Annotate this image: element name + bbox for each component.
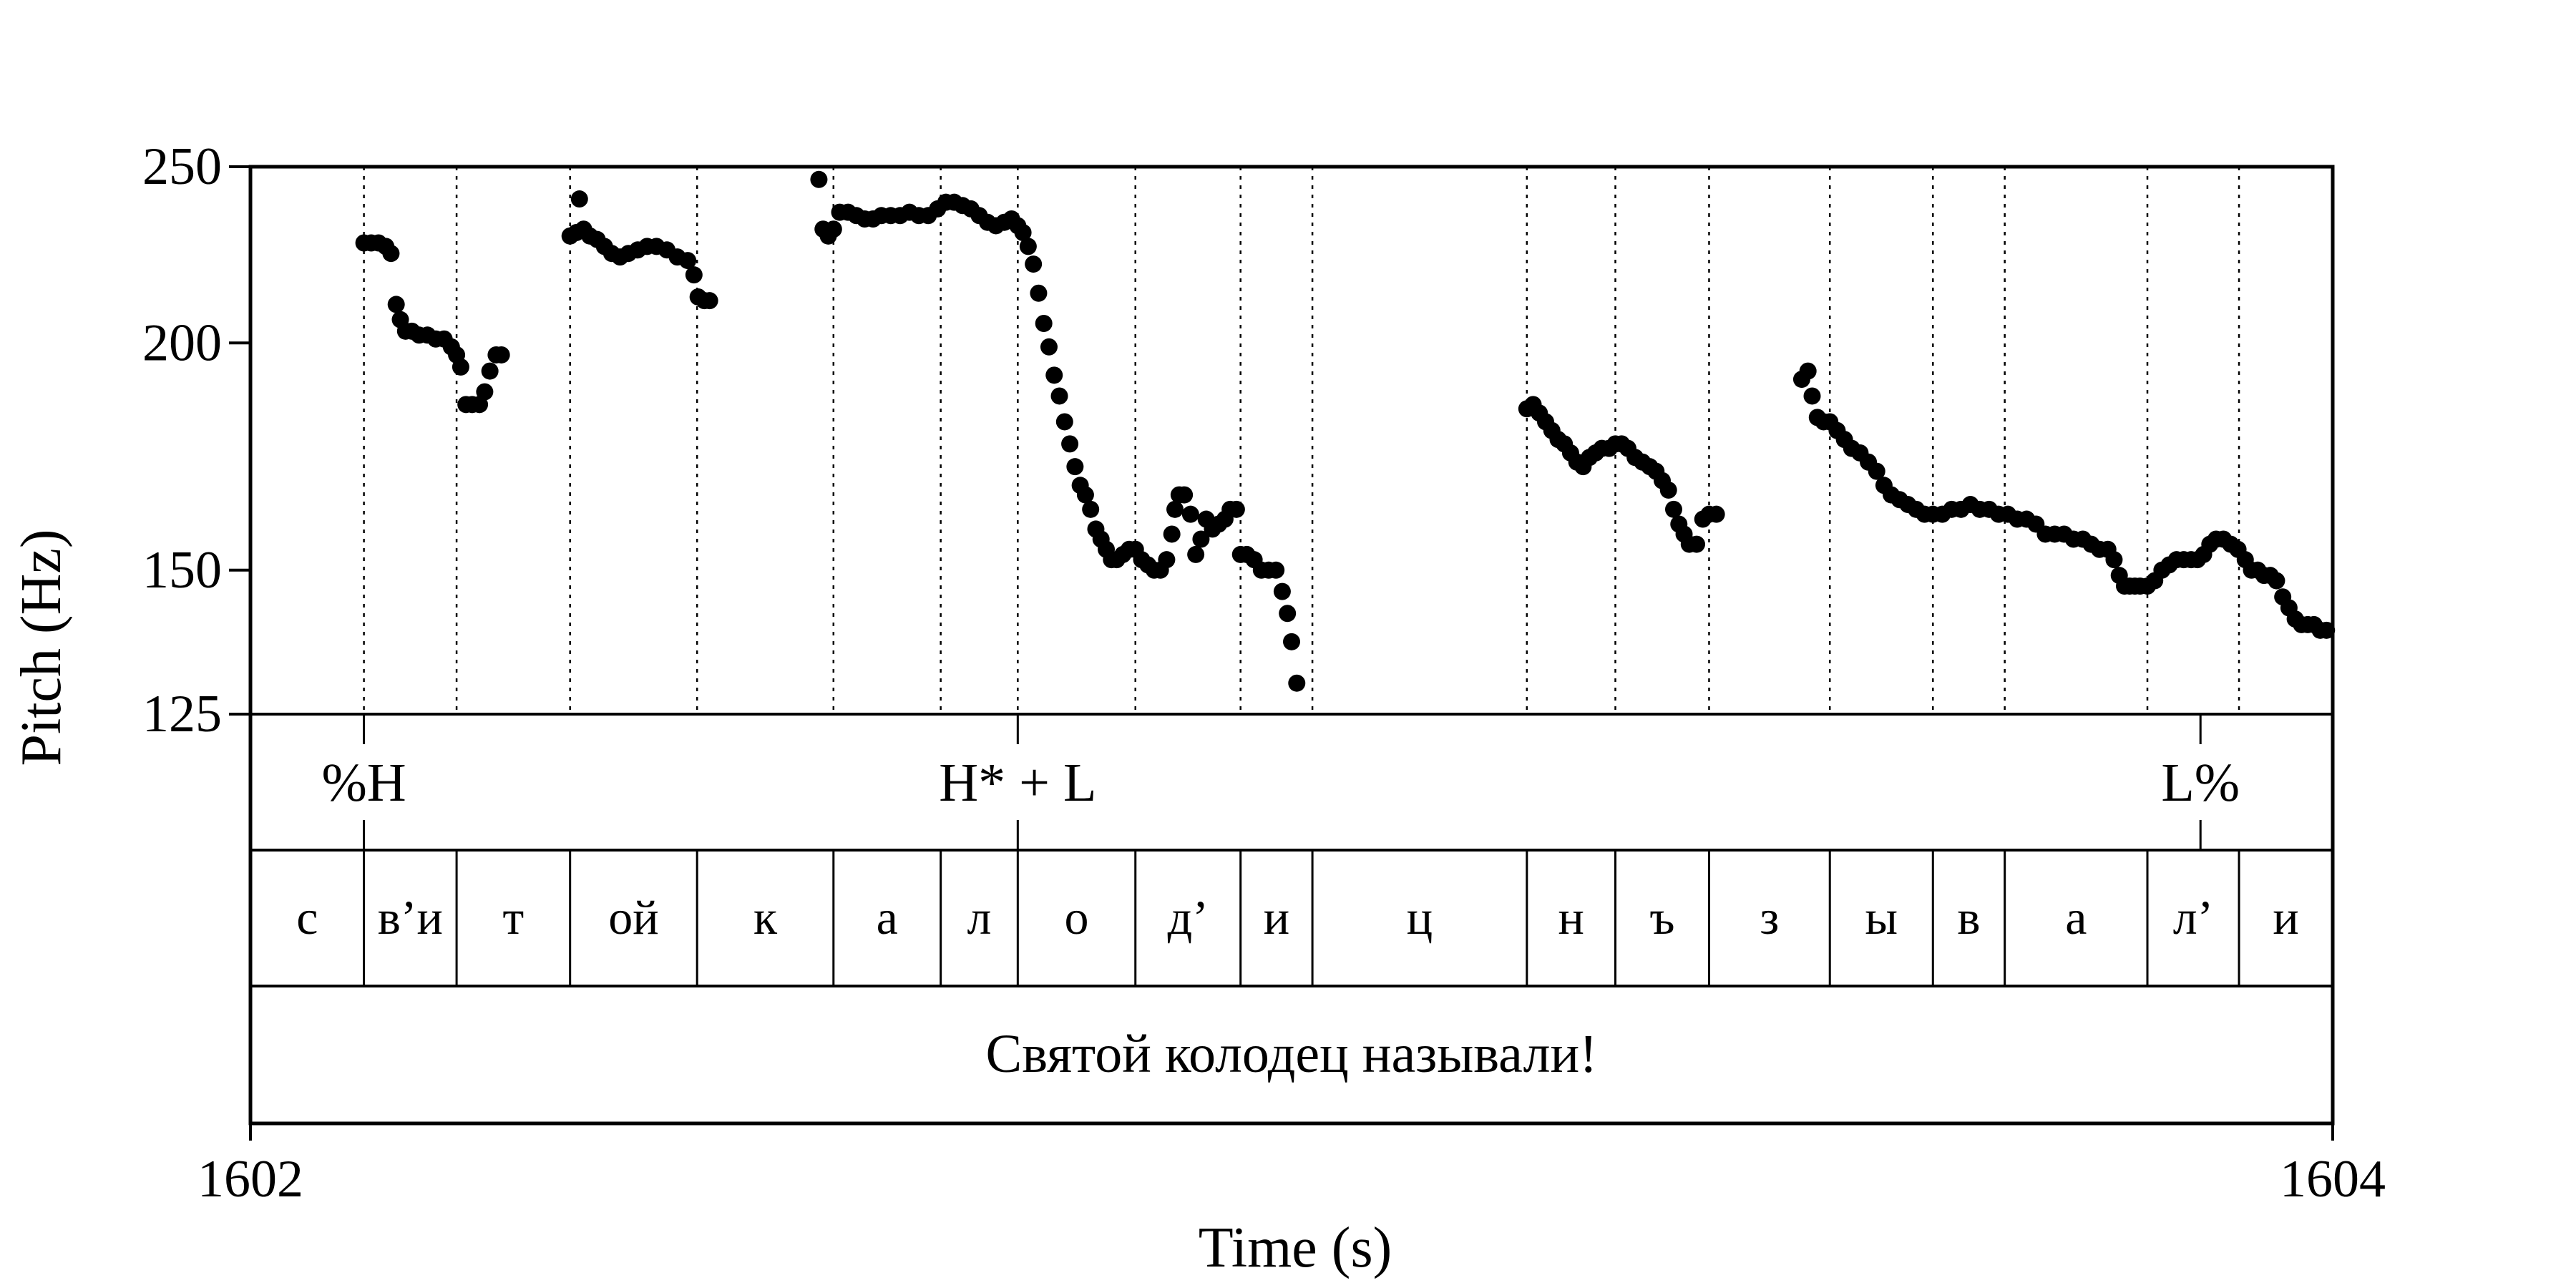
pitch-point [481,362,499,380]
pitch-point [685,266,703,284]
pitch-point [1659,481,1677,499]
segment-label: и [1264,890,1289,945]
pitch-point [1799,362,1817,380]
pitch-point [2105,551,2123,569]
pitch-point [452,358,469,376]
segment-label: л [967,890,992,945]
pitch-point [1030,284,1048,302]
pitch-point [1061,435,1079,453]
y-tick-label-200: 200 [142,313,222,372]
segment-label: а [877,890,898,945]
pitch-points [355,170,2336,692]
pitch-point [824,220,842,238]
pitch-point [570,190,588,208]
pitch-point [387,296,405,313]
pitch-point [1664,500,1682,518]
segment-label: в’и [378,890,443,945]
pitch-point [1014,224,1032,242]
segment-boundary-gridlines [363,167,2240,714]
segment-label: ъ [1649,890,1674,945]
segment-label: а [2065,890,2087,945]
y-tick-label-125: 125 [142,685,222,743]
pitch-point [1868,462,1885,480]
pitch-point [1283,633,1300,650]
segment-label: к [753,890,778,945]
pitch-point [1163,525,1181,543]
pitch-point [810,170,828,188]
pitch-point [1707,505,1725,523]
pitch-point [1288,674,1306,692]
pitch-point [1176,486,1194,504]
x-tick-label-1604: 1604 [2280,1150,2386,1209]
pitch-point [1273,582,1291,600]
pitch-point [1066,458,1084,476]
segment-label: д’ [1168,890,1209,945]
pitch-point [1158,551,1176,569]
segment-label: в [1957,890,1980,945]
pitch-point [382,245,400,263]
pitch-point [1181,505,1199,523]
pitch-point [1055,413,1073,431]
segment-tier: с в’и т ой к а л о д’ и ц н ъ з ы в а л’ и [296,850,2299,986]
tone-label: %H [321,753,406,813]
pitch-point [1279,605,1297,623]
pitch-point [2268,572,2285,590]
pitch-point [476,383,494,401]
y-tick-label-250: 250 [142,137,222,196]
segment-label: т [503,890,525,945]
pitch-point [1040,338,1058,356]
tone-label: H* + L [939,753,1096,813]
pitch-point [701,292,718,310]
segment-label: ой [608,890,658,945]
y-axis: 250 200 150 125 [142,137,250,743]
segment-label: ы [1865,890,1898,945]
pitch-point [1803,387,1821,405]
pitch-point [2318,621,2336,639]
pitch-point [1267,561,1285,579]
segment-label: и [2273,890,2298,945]
pitch-point [679,252,697,270]
pitch-point [1035,315,1053,333]
pitch-point [1227,500,1245,518]
pitch-point [1687,535,1705,553]
pitch-point [1045,366,1063,384]
segment-label: ц [1407,890,1433,945]
pitch-point [1192,530,1210,548]
segment-label: з [1760,890,1779,945]
pitch-point [1076,486,1094,504]
x-axis-title: Time (s) [1199,1216,1392,1279]
y-axis-title: Pitch (Hz) [10,529,73,766]
pitch-point [1019,238,1037,255]
x-tick-label-1602: 1602 [197,1150,303,1209]
sentence-label: Святой колодец называли! [986,1024,1598,1084]
pitch-point [492,346,510,364]
pitch-point [1187,545,1205,563]
pitch-point [1166,500,1184,518]
segment-label: с [296,890,318,945]
segment-label: о [1065,890,1089,945]
tone-label: L% [2161,753,2240,813]
tone-tier: %H H* + L L% [321,714,2240,850]
pitch-point [1082,500,1100,518]
segment-label: л’ [2173,890,2214,945]
pitch-plot-frame [248,165,2335,1126]
pitch-point [1025,255,1043,273]
y-tick-label-150: 150 [142,541,222,600]
segment-label: н [1558,890,1584,945]
pitch-point [1050,387,1068,405]
